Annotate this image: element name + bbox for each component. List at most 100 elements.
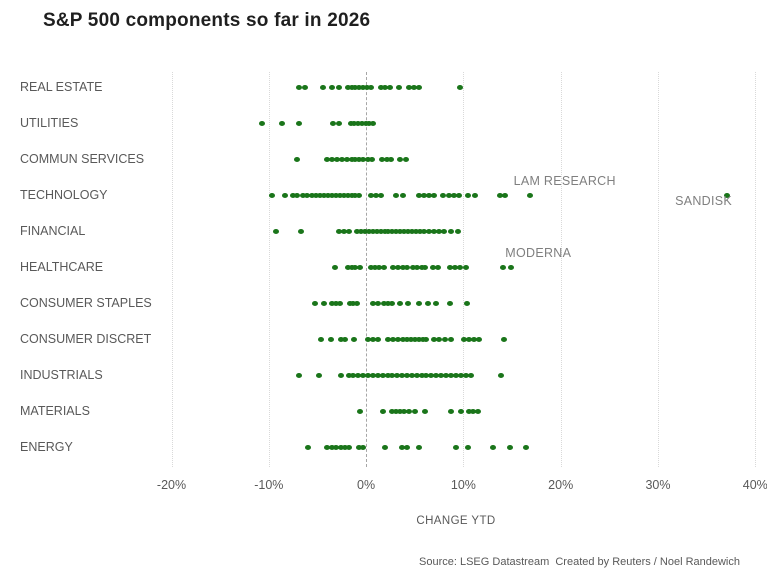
data-point	[418, 265, 425, 270]
data-point	[279, 121, 286, 126]
data-point	[409, 265, 416, 270]
data-point	[465, 193, 472, 198]
data-point	[367, 85, 374, 90]
data-point	[474, 409, 481, 414]
data-point	[345, 373, 352, 378]
data-point	[400, 265, 407, 270]
data-point	[372, 193, 379, 198]
data-point	[343, 157, 350, 162]
data-point	[369, 337, 376, 342]
data-point	[471, 337, 478, 342]
data-point	[507, 445, 514, 450]
data-point	[466, 409, 473, 414]
data-point	[389, 409, 396, 414]
data-point	[332, 193, 339, 198]
data-point	[344, 193, 351, 198]
data-point	[447, 229, 454, 234]
data-point	[452, 373, 459, 378]
data-point	[374, 301, 381, 306]
data-point	[360, 445, 367, 450]
data-point	[356, 85, 363, 90]
data-point	[456, 265, 463, 270]
data-point	[461, 337, 468, 342]
data-point	[331, 265, 338, 270]
data-point	[428, 373, 435, 378]
data-point	[354, 229, 361, 234]
data-point	[335, 85, 342, 90]
data-point	[436, 229, 443, 234]
data-point	[329, 85, 336, 90]
data-point	[415, 337, 422, 342]
data-point	[313, 193, 320, 198]
data-point	[366, 229, 373, 234]
data-point	[466, 337, 473, 342]
data-point	[365, 157, 372, 162]
data-point	[403, 373, 410, 378]
data-point	[397, 409, 404, 414]
data-point	[317, 193, 324, 198]
data-point	[395, 337, 402, 342]
x-tick-label: 40%	[742, 478, 767, 492]
zero-baseline	[366, 72, 368, 467]
data-point	[336, 193, 343, 198]
data-point	[422, 265, 429, 270]
data-point	[393, 193, 400, 198]
data-point	[338, 157, 345, 162]
data-point	[384, 373, 391, 378]
data-point	[498, 373, 505, 378]
data-point	[375, 265, 382, 270]
data-point	[404, 229, 411, 234]
data-point	[301, 85, 308, 90]
point-annotation: MODERNA	[505, 246, 572, 260]
data-point	[360, 157, 367, 162]
data-point	[458, 409, 465, 414]
data-point	[380, 265, 387, 270]
data-point	[268, 193, 275, 198]
data-point	[415, 301, 422, 306]
data-point	[383, 157, 390, 162]
data-point	[472, 193, 479, 198]
data-point	[328, 337, 335, 342]
data-point	[441, 337, 448, 342]
data-point	[464, 301, 471, 306]
data-point	[415, 193, 422, 198]
point-annotation: SANDISK	[675, 194, 733, 208]
data-point	[413, 373, 420, 378]
gridline	[268, 72, 270, 467]
data-point	[374, 337, 381, 342]
data-point	[282, 193, 289, 198]
data-point	[337, 445, 344, 450]
data-point	[329, 157, 336, 162]
data-point	[435, 265, 442, 270]
data-point	[400, 337, 407, 342]
data-point	[352, 85, 359, 90]
data-point	[446, 301, 453, 306]
category-label: HEALTHCARE	[20, 260, 104, 274]
data-point	[299, 193, 306, 198]
data-point	[385, 229, 392, 234]
data-point	[360, 373, 367, 378]
data-point	[394, 373, 401, 378]
data-point	[426, 229, 433, 234]
data-point	[388, 157, 395, 162]
data-point	[318, 337, 325, 342]
data-point	[332, 301, 339, 306]
data-point	[348, 193, 355, 198]
category-label: MATERIALS	[20, 404, 90, 418]
data-point	[258, 121, 265, 126]
data-point	[371, 265, 378, 270]
data-point	[458, 373, 465, 378]
data-point	[325, 193, 332, 198]
data-point	[447, 337, 454, 342]
data-point	[410, 85, 417, 90]
data-point	[442, 373, 449, 378]
data-point	[364, 85, 371, 90]
data-point	[324, 445, 331, 450]
data-point	[387, 85, 394, 90]
data-point	[421, 229, 428, 234]
data-point	[359, 121, 366, 126]
data-point	[311, 301, 318, 306]
data-point	[332, 445, 339, 450]
data-point	[463, 265, 470, 270]
data-point	[384, 337, 391, 342]
